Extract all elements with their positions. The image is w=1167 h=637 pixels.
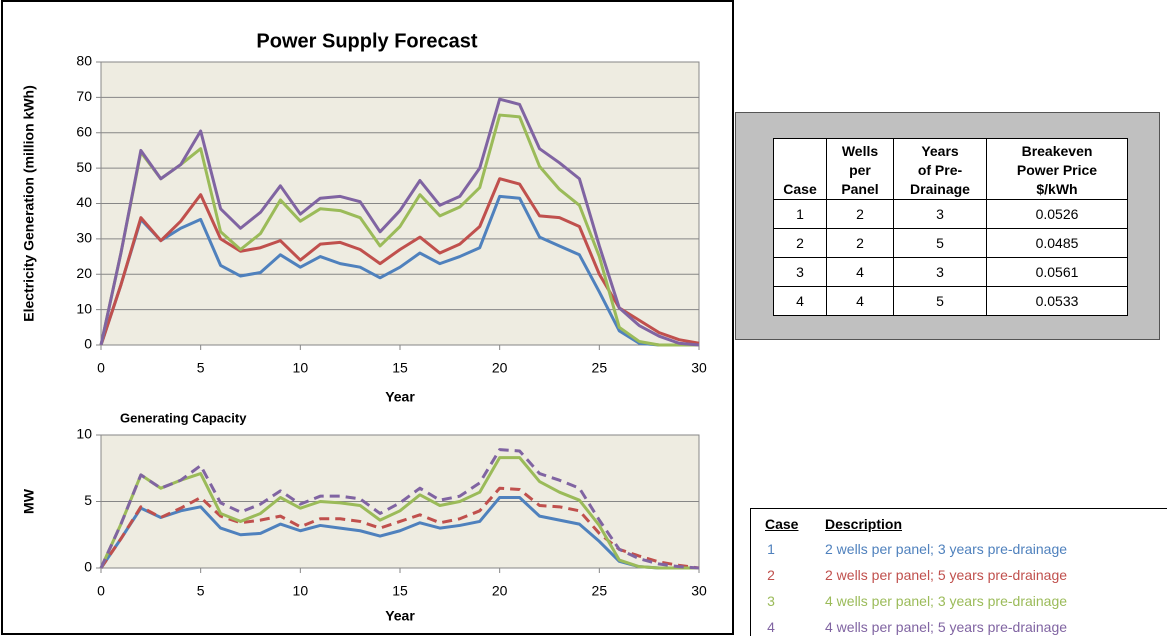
x-tick-label: 5 xyxy=(197,583,205,599)
x-tick-label: 20 xyxy=(492,360,508,376)
y-axis-label: Electricity Generation (million kWh) xyxy=(21,85,37,321)
header-cell: Years of Pre- Drainage xyxy=(893,138,987,200)
y-tick-label: 0 xyxy=(84,559,92,575)
legend-case: 4 xyxy=(767,619,775,635)
x-axis-label: Year xyxy=(385,608,415,624)
x-tick-label: 10 xyxy=(293,360,309,376)
header-text: Drainage xyxy=(910,181,970,197)
table-cell: 3 xyxy=(893,257,987,287)
y-axis-label: MW xyxy=(21,488,37,514)
table-box: Case Wells per Panel Years of Pre- Drainage … xyxy=(735,112,1160,340)
header-text: Wells xyxy=(841,143,879,159)
table-row: 2 2 5 0.0485 xyxy=(773,228,1128,258)
table-cell: 0.0533 xyxy=(986,286,1128,316)
x-tick-label: 25 xyxy=(592,583,608,599)
x-tick-label: 20 xyxy=(492,583,508,599)
y-tick-label: 30 xyxy=(76,230,92,246)
table-row: 1 2 3 0.0526 xyxy=(773,199,1128,229)
header-text: $/kWh xyxy=(1036,181,1078,197)
table-cell: 3 xyxy=(893,199,987,229)
table-cell: 4 xyxy=(826,286,894,316)
legend-description: 4 wells per panel; 3 years pre-drainage xyxy=(825,593,1068,609)
series-line xyxy=(99,486,700,570)
chart-title: Generating Capacity xyxy=(120,410,247,425)
legend-case: 3 xyxy=(767,593,775,609)
table-cell: 5 xyxy=(893,228,987,258)
x-tick-label: 10 xyxy=(293,583,309,599)
table-cell: 3 xyxy=(773,257,827,287)
series-line xyxy=(99,448,700,570)
table-row: 4 4 5 0.0533 xyxy=(773,286,1128,316)
legend: Case Description 1 2 wells per panel; 3 y… xyxy=(750,508,1167,636)
series-line xyxy=(99,177,700,346)
table-cell: 2 xyxy=(773,228,827,258)
y-tick-label: 80 xyxy=(76,53,92,69)
x-tick-label: 0 xyxy=(97,583,105,599)
y-tick-label: 70 xyxy=(76,88,92,104)
x-axis-label: Year xyxy=(385,389,415,405)
series-line xyxy=(99,456,699,570)
table-row: 3 4 3 0.0561 xyxy=(773,257,1128,287)
table-cell: 0.0526 xyxy=(986,199,1128,229)
series-line xyxy=(99,496,699,570)
header-text: Panel xyxy=(841,181,879,197)
table-cell: 1 xyxy=(773,199,827,229)
x-tick-label: 5 xyxy=(197,360,205,376)
y-tick-label: 5 xyxy=(84,492,92,508)
table-cell: 4 xyxy=(773,286,827,316)
y-tick-label: 60 xyxy=(76,123,92,139)
table-header: Case Wells per Panel Years of Pre- Drainage … xyxy=(773,138,1128,200)
x-tick-label: 0 xyxy=(97,360,105,376)
legend-header-description: Description xyxy=(825,516,903,532)
x-tick-label: 15 xyxy=(392,583,408,599)
legend-description: 2 wells per panel; 5 years pre-drainage xyxy=(825,567,1068,583)
table-cell: 0.0485 xyxy=(986,228,1128,258)
y-tick-label: 0 xyxy=(84,336,92,352)
header-cell: Case xyxy=(773,138,827,200)
x-tick-label: 30 xyxy=(691,360,707,376)
legend-case: 1 xyxy=(767,541,775,557)
chart-title: Power Supply Forecast xyxy=(256,30,478,52)
table-cell: 0.0561 xyxy=(986,257,1128,287)
header-text: Breakeven xyxy=(1021,143,1093,159)
header-cell: Wells per Panel xyxy=(826,138,894,200)
header-text: Years xyxy=(921,143,959,159)
header-text: Case xyxy=(783,181,817,197)
series-line xyxy=(99,113,699,347)
y-tick-label: 40 xyxy=(76,194,92,210)
legend-header-case: Case xyxy=(765,516,799,532)
header-text: Power Price xyxy=(1016,162,1098,178)
x-tick-label: 25 xyxy=(592,360,608,376)
legend-description: 2 wells per panel; 3 years pre-drainage xyxy=(825,541,1068,557)
header-text: per xyxy=(849,162,871,178)
legend-case: 2 xyxy=(767,567,775,583)
y-tick-label: 10 xyxy=(76,300,92,316)
table-cell: 2 xyxy=(826,228,894,258)
table-cell: 4 xyxy=(826,257,894,287)
y-tick-label: 50 xyxy=(76,159,92,175)
table: Case Wells per Panel Years of Pre- Drainage … xyxy=(773,138,1128,316)
table-cell: 2 xyxy=(826,199,894,229)
y-tick-label: 10 xyxy=(76,426,92,442)
header-cell: Breakeven Power Price $/kWh xyxy=(986,138,1128,200)
x-tick-label: 30 xyxy=(691,583,707,599)
x-tick-label: 15 xyxy=(392,360,408,376)
table-cell: 5 xyxy=(893,286,987,316)
header-text: of Pre- xyxy=(917,162,963,178)
series-line xyxy=(99,97,700,347)
legend-description: 4 wells per panel; 5 years pre-drainage xyxy=(825,619,1068,635)
series-line xyxy=(99,194,699,347)
y-tick-label: 20 xyxy=(76,265,92,281)
